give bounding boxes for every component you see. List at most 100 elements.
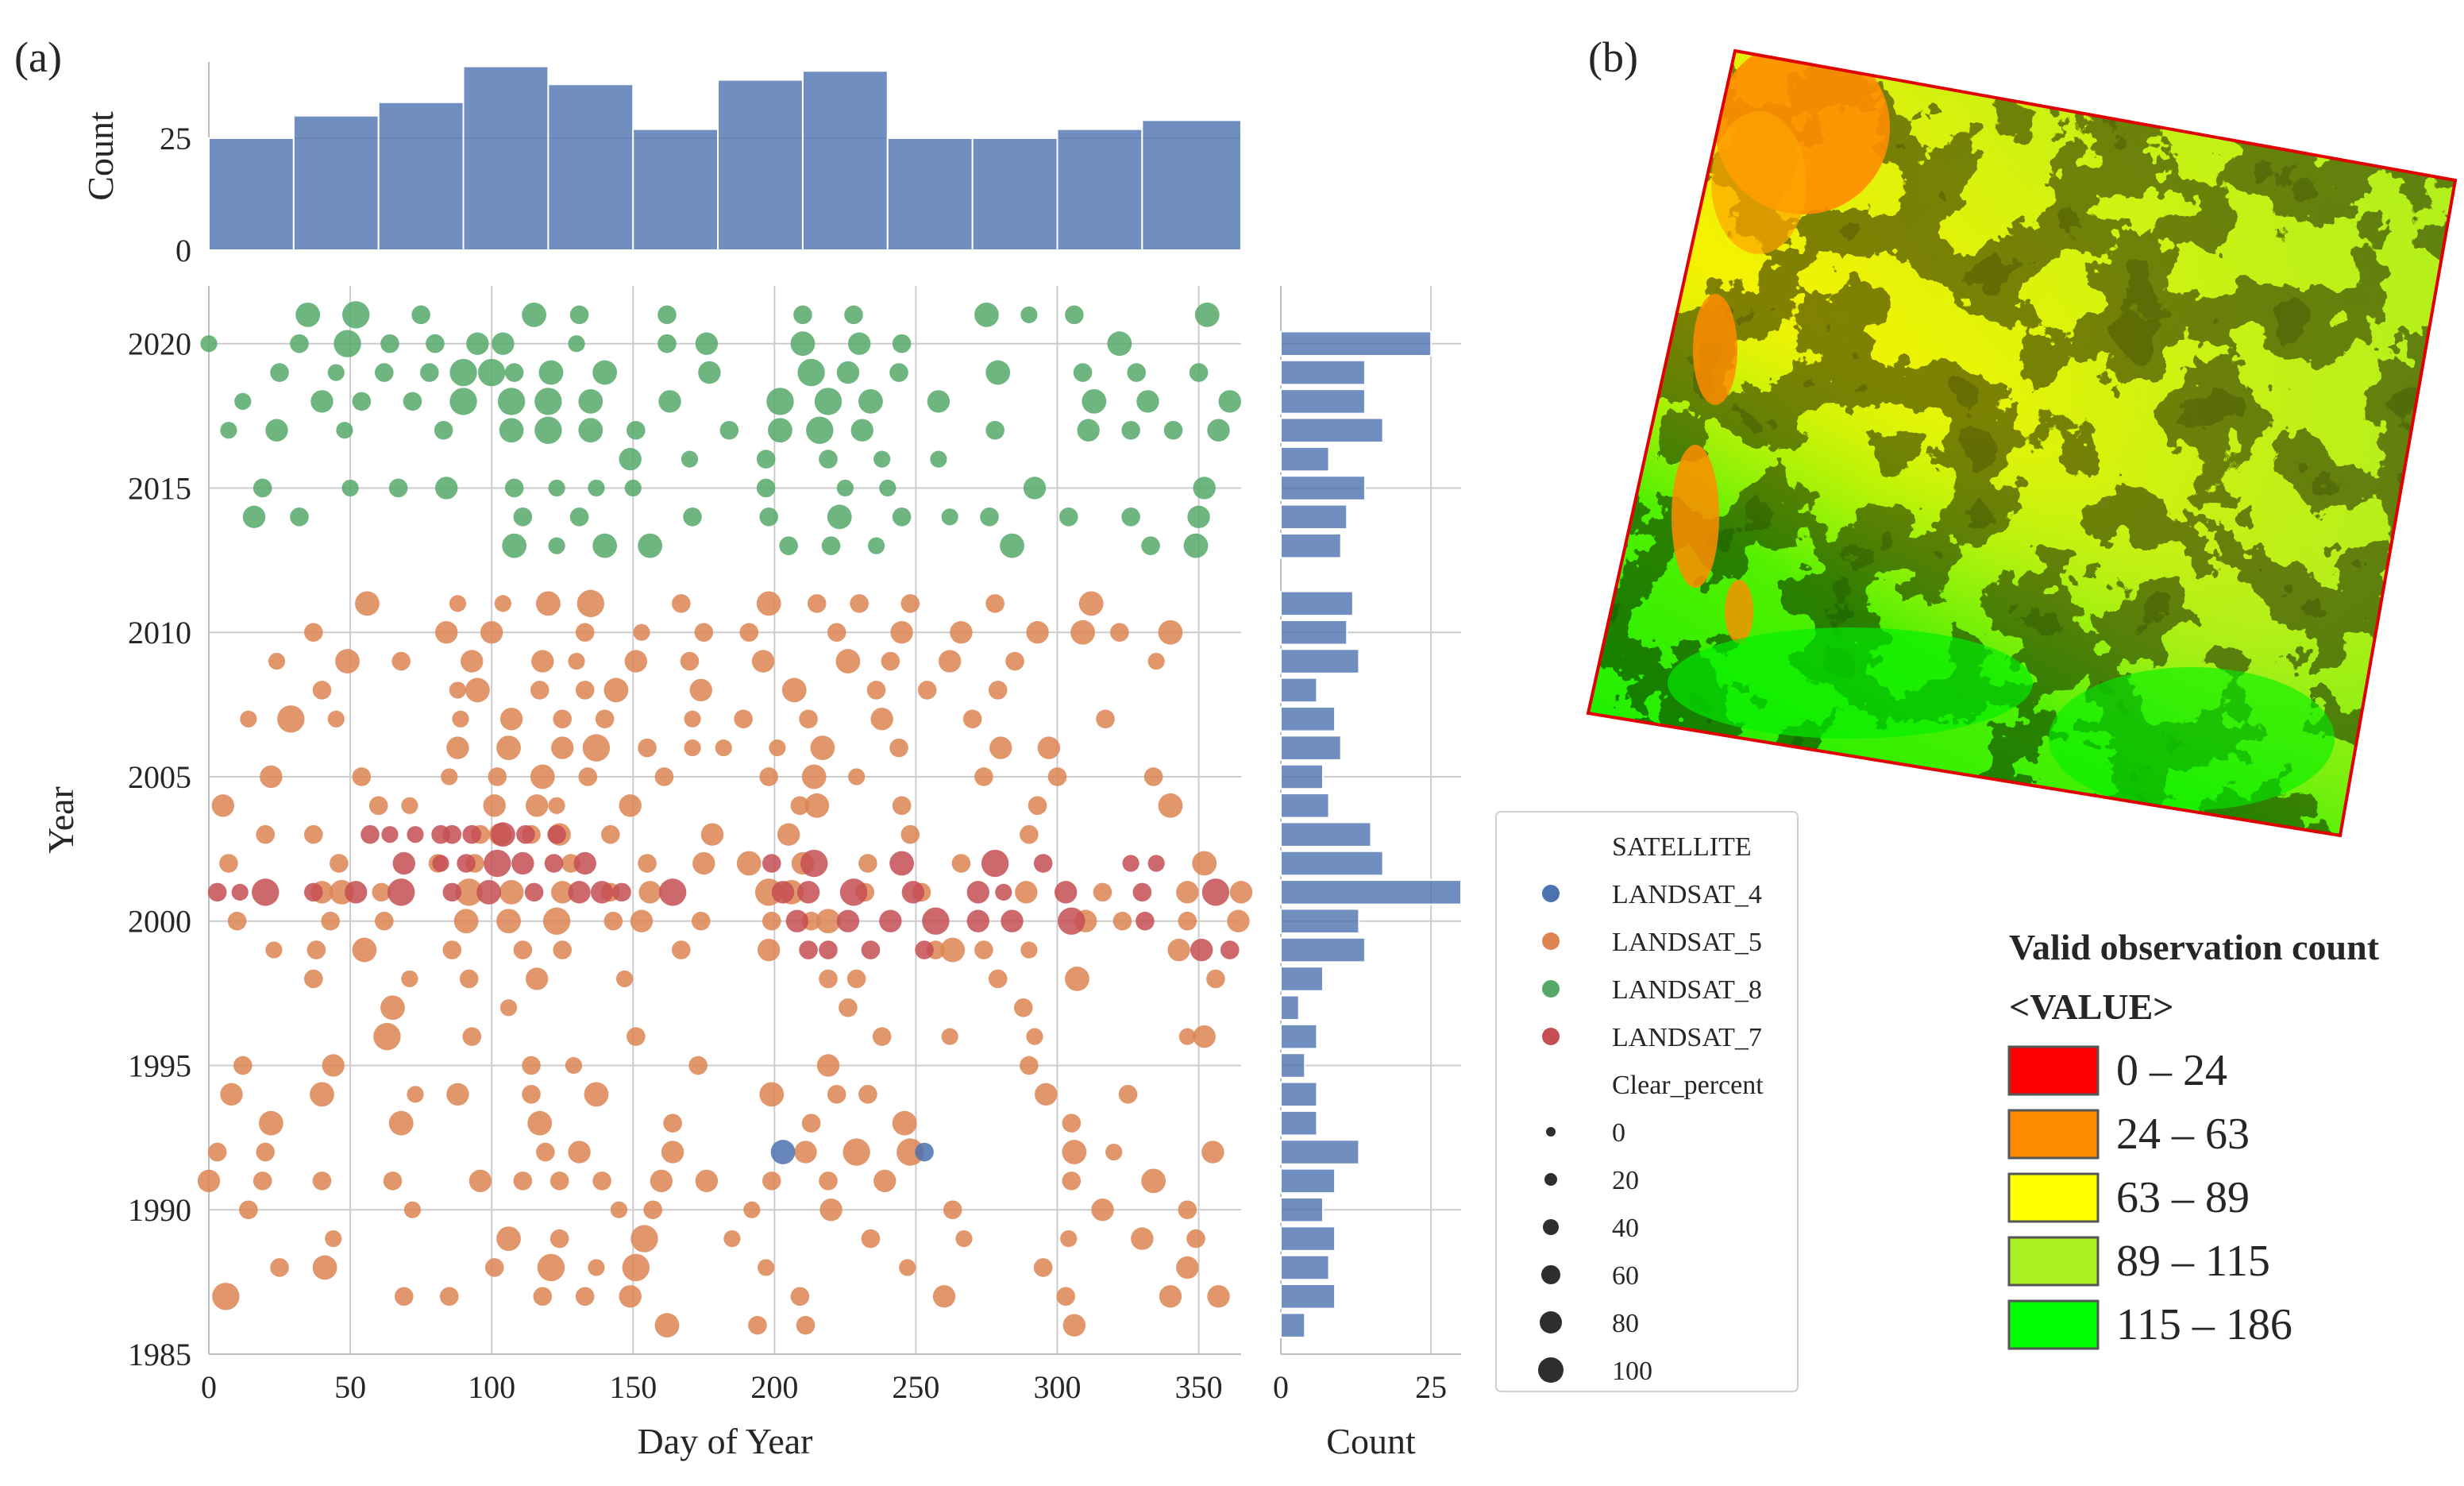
scatter-point	[1178, 911, 1197, 931]
scatter-point	[622, 1253, 650, 1282]
scatter-point	[522, 1085, 541, 1104]
scatter-point	[234, 392, 252, 411]
scatter-point	[901, 881, 925, 904]
scatter-point	[816, 909, 841, 934]
scatter-point	[548, 479, 565, 497]
scatter-point	[974, 767, 993, 786]
scatter-point	[516, 824, 535, 844]
scatter-point	[810, 735, 835, 761]
scatter-point	[974, 940, 993, 959]
scatter-plot: 0 50 100 150 200 250 300 350 1985 1990 1995 2000 20…	[40, 286, 1253, 1461]
scatter-point	[592, 533, 618, 558]
scatter-point	[932, 1285, 956, 1308]
scatter-y-tick-label: 1995	[128, 1048, 191, 1083]
scatter-point	[352, 392, 372, 411]
scatter-point	[1201, 1141, 1224, 1164]
legend-size-marker	[1546, 1127, 1556, 1137]
right-histogram-bar	[1280, 1254, 1330, 1281]
right-histogram-bar	[1280, 966, 1324, 992]
scatter-point	[242, 505, 266, 529]
map-legend-label: 0 – 24	[2116, 1046, 2227, 1095]
scatter-point	[800, 849, 828, 878]
scatter-point	[403, 392, 422, 411]
scatter-point	[392, 851, 415, 875]
scatter-point	[700, 823, 724, 846]
scatter-point	[1062, 1314, 1086, 1337]
scatter-point	[533, 1287, 553, 1307]
right-histogram-bar	[1280, 1312, 1306, 1338]
scatter-point	[1163, 420, 1183, 440]
scatter-point	[988, 969, 1008, 989]
scatter-point	[434, 621, 458, 644]
scatter-point	[588, 479, 605, 497]
scatter-point	[654, 767, 674, 786]
scatter-point	[974, 302, 999, 327]
scatter-point	[771, 881, 795, 904]
scatter-point	[680, 651, 700, 671]
scatter-point	[1229, 881, 1253, 904]
scatter-point	[759, 767, 779, 786]
scatter-point	[962, 709, 982, 729]
scatter-point	[551, 736, 574, 759]
scatter-point	[1091, 1198, 1114, 1222]
scatter-point	[441, 768, 458, 785]
map-legend-swatch	[2007, 1109, 2100, 1160]
scatter-point	[938, 650, 962, 673]
scatter-x-tick-label: 250	[892, 1369, 939, 1405]
top-histogram-bar	[717, 79, 804, 251]
scatter-point	[866, 681, 886, 700]
scatter-point	[1033, 1258, 1053, 1277]
scatter-point	[547, 824, 566, 844]
scatter-x-tick-label: 50	[334, 1369, 366, 1405]
legend-hue-marker	[1542, 885, 1560, 902]
scatter-point	[569, 508, 589, 527]
scatter-point	[1147, 855, 1165, 872]
scatter-point	[603, 677, 629, 703]
scatter-point	[575, 1287, 595, 1307]
right-histogram-bar	[1280, 706, 1336, 732]
scatter-point	[839, 878, 868, 906]
scatter-point	[1136, 911, 1155, 931]
scatter-point	[457, 854, 476, 873]
scatter-point	[542, 907, 571, 935]
scatter-point	[387, 878, 415, 906]
scatter-point	[627, 1027, 646, 1046]
scatter-point	[819, 1198, 843, 1222]
scatter-point	[461, 650, 484, 673]
scatter-point	[322, 1054, 345, 1077]
scatter-point	[1127, 363, 1147, 382]
scatter-point	[756, 450, 776, 469]
scatter-point	[220, 1083, 243, 1106]
scatter-point	[892, 796, 912, 816]
scatter-point	[336, 422, 353, 439]
scatter-point	[270, 363, 289, 382]
right-histogram-bar	[1280, 417, 1384, 444]
scatter-point	[779, 536, 798, 555]
scatter-point	[502, 533, 527, 558]
scatter-x-tick-label: 350	[1175, 1369, 1223, 1405]
scatter-point	[850, 594, 869, 613]
scatter-point	[1110, 623, 1129, 643]
scatter-y-tick-label: 2020	[128, 326, 191, 362]
scatter-point	[1131, 1227, 1154, 1250]
scatter-point	[548, 797, 565, 814]
scatter-point	[595, 709, 615, 729]
right-histogram-x-label: Count	[1326, 1421, 1416, 1461]
scatter-point	[657, 305, 677, 325]
right-histogram-bar	[1280, 936, 1366, 963]
scatter-point	[739, 623, 759, 643]
scatter-point	[683, 508, 702, 527]
scatter-point	[797, 358, 825, 387]
scatter-point	[630, 1225, 658, 1252]
map-legend-title: Valid observation count	[2009, 927, 2380, 967]
map-legend-swatch	[2007, 1045, 2100, 1096]
right-histogram-bar	[1280, 504, 1348, 531]
right-histogram-bar	[1280, 1081, 1318, 1108]
scatter-point	[861, 1229, 881, 1249]
legend-hue-marker	[1542, 980, 1560, 998]
legend-size-label: 100	[1612, 1357, 1652, 1386]
legend-size-title: Clear_percent	[1612, 1071, 1764, 1100]
scatter-point	[619, 1285, 642, 1308]
scatter-point	[1058, 907, 1085, 935]
scatter-point	[434, 420, 453, 440]
